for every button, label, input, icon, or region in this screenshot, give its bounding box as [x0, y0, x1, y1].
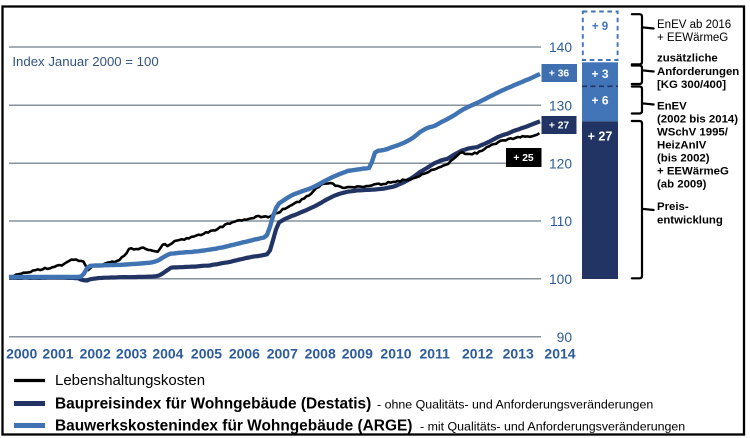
svg-text:Anforderungen: Anforderungen [657, 66, 739, 78]
svg-text:WSchV 1995/: WSchV 1995/ [657, 126, 729, 138]
svg-text:HeizAnIV: HeizAnIV [657, 139, 707, 151]
svg-text:Lebenshaltungskosten: Lebenshaltungskosten [55, 372, 205, 389]
svg-text:2009: 2009 [342, 346, 373, 362]
svg-text:Baupreisindex für Wohngebäude: Baupreisindex für Wohngebäude (Destatis) [55, 396, 371, 413]
svg-text:100: 100 [549, 272, 572, 287]
svg-text:90: 90 [557, 330, 573, 345]
svg-text:2001: 2001 [42, 346, 73, 362]
svg-text:Index Januar 2000 = 100: Index Januar 2000 = 100 [12, 54, 158, 69]
svg-text:2014: 2014 [544, 346, 575, 362]
svg-text:2003: 2003 [116, 346, 147, 362]
svg-text:(ab 2009): (ab 2009) [657, 178, 707, 190]
svg-text:EnEV: EnEV [657, 100, 687, 112]
svg-text:130: 130 [549, 99, 572, 114]
svg-text:2006: 2006 [229, 346, 260, 362]
svg-text:140: 140 [549, 40, 572, 55]
svg-text:EnEV ab 2016: EnEV ab 2016 [657, 19, 731, 31]
svg-text:2005: 2005 [191, 346, 222, 362]
svg-text:110: 110 [550, 214, 572, 229]
svg-text:(bis 2002): (bis 2002) [657, 152, 710, 164]
svg-text:zusätzliche: zusätzliche [657, 53, 718, 65]
svg-text:Bauwerkskostenindex für Wohnge: Bauwerkskostenindex für Wohngebäude (ARG… [55, 418, 412, 435]
svg-text:2010: 2010 [380, 346, 411, 362]
svg-text:2007: 2007 [267, 346, 298, 362]
svg-text:2000: 2000 [6, 346, 37, 362]
svg-text:+ 36: + 36 [549, 69, 570, 80]
svg-text:Preis-: Preis- [657, 201, 689, 213]
svg-text:+ 27: + 27 [549, 121, 570, 132]
svg-text:+ 6: + 6 [591, 93, 608, 107]
svg-text:+ 25: + 25 [513, 153, 534, 164]
svg-text:entwicklung: entwicklung [657, 215, 723, 227]
svg-text:2011: 2011 [420, 346, 451, 362]
svg-text:+ 27: + 27 [588, 130, 613, 144]
svg-text:+ 9: + 9 [592, 21, 608, 33]
svg-text:2012: 2012 [462, 346, 493, 362]
svg-text:2013: 2013 [503, 346, 534, 362]
svg-text:- mit Qualitäts- und Anforderu: - mit Qualitäts- und Anforderungsverände… [420, 420, 685, 434]
svg-text:2004: 2004 [152, 346, 183, 362]
svg-text:+ 3: + 3 [591, 67, 608, 81]
svg-text:- ohne Qualitäts- und Anforder: - ohne Qualitäts- und Anforderungsveränd… [377, 398, 653, 412]
svg-text:2008: 2008 [305, 346, 336, 362]
svg-text:[KG 300/400]: [KG 300/400] [657, 79, 726, 91]
svg-text:+ EEWärmeG: + EEWärmeG [657, 32, 728, 44]
svg-text:+ EEWärmeG: + EEWärmeG [657, 165, 729, 177]
svg-text:2002: 2002 [80, 346, 111, 362]
svg-text:(2002 bis 2014): (2002 bis 2014) [657, 113, 738, 125]
svg-text:120: 120 [549, 157, 572, 172]
